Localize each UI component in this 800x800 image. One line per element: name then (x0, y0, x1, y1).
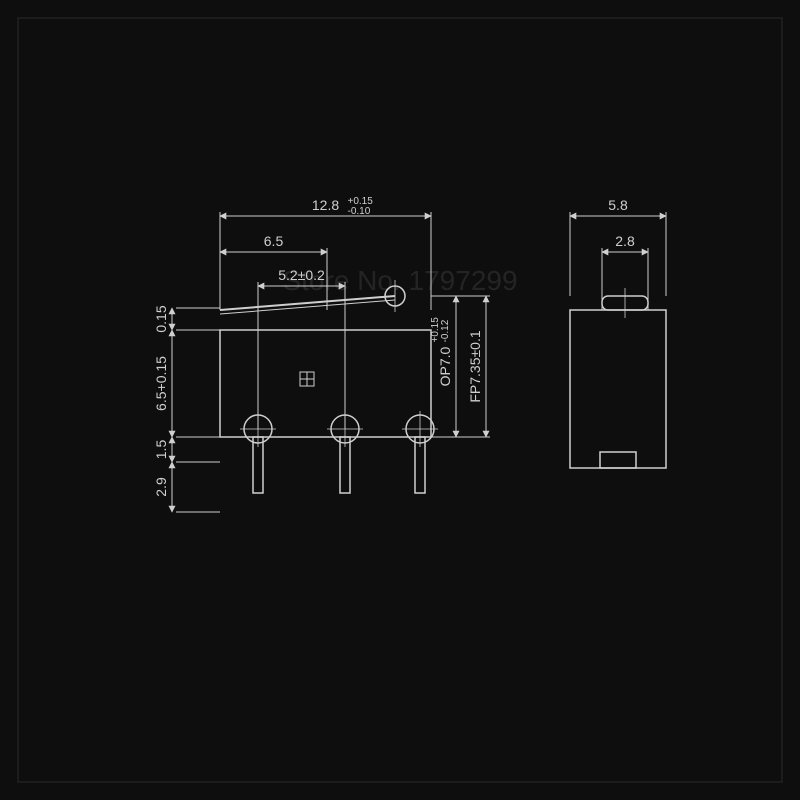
svg-text:6.5+0.15: 6.5+0.15 (153, 356, 169, 411)
side-body (570, 310, 666, 468)
image-frame (18, 18, 782, 782)
svg-text:5.8: 5.8 (608, 197, 628, 213)
front-view (220, 280, 438, 493)
svg-text:6.5: 6.5 (264, 233, 284, 249)
svg-text:-0.10: -0.10 (348, 206, 371, 217)
svg-text:-0.12: -0.12 (440, 319, 451, 342)
side-view (570, 288, 666, 468)
svg-text:0.15: 0.15 (153, 305, 169, 332)
svg-text:FP7.35±0.1: FP7.35±0.1 (467, 330, 483, 402)
svg-text:OP7.0: OP7.0 (437, 346, 453, 386)
svg-text:2.8: 2.8 (615, 233, 635, 249)
side-slot (600, 452, 636, 468)
svg-text:12.8: 12.8 (312, 197, 339, 213)
svg-text:5.2±0.2: 5.2±0.2 (278, 267, 325, 283)
technical-drawing: Store No. 179729912.8+0.15-0.106.55.2±0.… (18, 18, 782, 782)
svg-text:1.5: 1.5 (153, 440, 169, 460)
lever (220, 296, 395, 310)
switch-body (220, 330, 431, 437)
svg-text:2.9: 2.9 (153, 477, 169, 497)
